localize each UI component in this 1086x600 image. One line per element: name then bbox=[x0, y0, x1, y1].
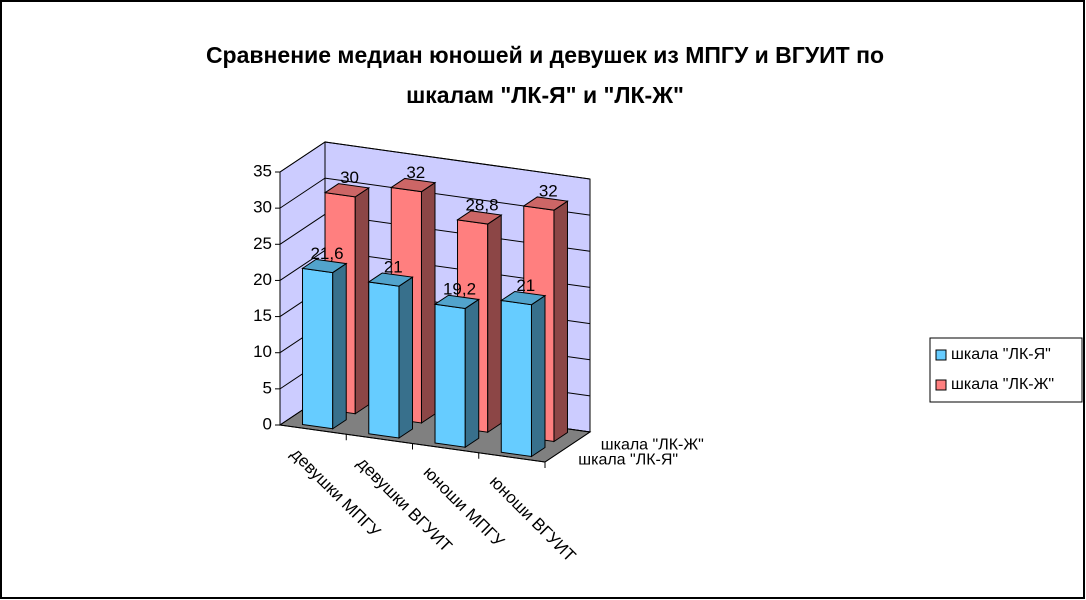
bar-top bbox=[433, 294, 481, 309]
bar-side bbox=[398, 276, 413, 439]
bar-top bbox=[522, 196, 569, 211]
grid-line bbox=[279, 177, 591, 216]
value-label: 19,2 bbox=[443, 280, 476, 299]
y-tick-label: 10 bbox=[253, 342, 272, 361]
bar-top bbox=[456, 210, 503, 225]
y-tick-label: 15 bbox=[253, 306, 272, 325]
value-label: 21 bbox=[384, 257, 403, 276]
bar bbox=[499, 290, 547, 458]
y-tick-label: 25 bbox=[253, 234, 272, 253]
value-label: 32 bbox=[406, 163, 425, 182]
depth-axis bbox=[544, 431, 591, 463]
bar-side bbox=[553, 200, 568, 443]
value-label: 32 bbox=[539, 181, 558, 200]
grid-line bbox=[279, 141, 591, 180]
bar-top bbox=[323, 183, 371, 198]
bar-side bbox=[420, 181, 436, 424]
bar-front bbox=[302, 267, 334, 430]
y-tick-label: 0 bbox=[263, 414, 272, 433]
legend-box bbox=[929, 337, 1083, 403]
bar-side bbox=[332, 262, 347, 430]
value-label: 28,8 bbox=[465, 195, 498, 214]
legend-label: шкала "ЛК-Я" bbox=[951, 346, 1051, 363]
bar bbox=[301, 258, 348, 430]
legend-swatch bbox=[935, 349, 947, 361]
value-label: 30 bbox=[340, 168, 359, 187]
bar-front bbox=[368, 281, 400, 439]
bar-side bbox=[487, 214, 502, 434]
legend-label: шкала "ЛК-Ж" bbox=[951, 376, 1054, 393]
bar-side bbox=[530, 294, 546, 458]
y-tick-label: 30 bbox=[253, 198, 272, 217]
bar-side bbox=[354, 186, 370, 415]
y-tick-label: 35 bbox=[253, 161, 272, 180]
bar-top bbox=[301, 258, 348, 274]
bar-top bbox=[389, 177, 437, 193]
y-tick-label: 20 bbox=[253, 270, 272, 289]
title-box: Сравнение медиан юношей и девушек из МПГ… bbox=[205, 42, 885, 108]
bar bbox=[367, 272, 414, 439]
value-label: 21,6 bbox=[310, 244, 343, 263]
bar-front bbox=[500, 299, 532, 458]
legend-swatch bbox=[935, 379, 947, 391]
bar bbox=[433, 294, 481, 449]
bar-top bbox=[499, 290, 547, 306]
depth-tick-label: шкала "ЛК-Я" bbox=[578, 452, 678, 469]
bar-side bbox=[464, 298, 480, 449]
y-tick-label: 5 bbox=[263, 378, 272, 397]
value-label: 21 bbox=[516, 276, 535, 295]
chart-title: Сравнение медиан юношей и девушек из МПГ… bbox=[205, 42, 885, 108]
bar-front bbox=[434, 303, 466, 448]
depth-tick-label: шкала "ЛК-Ж" bbox=[601, 437, 704, 454]
bar-top bbox=[367, 272, 414, 287]
